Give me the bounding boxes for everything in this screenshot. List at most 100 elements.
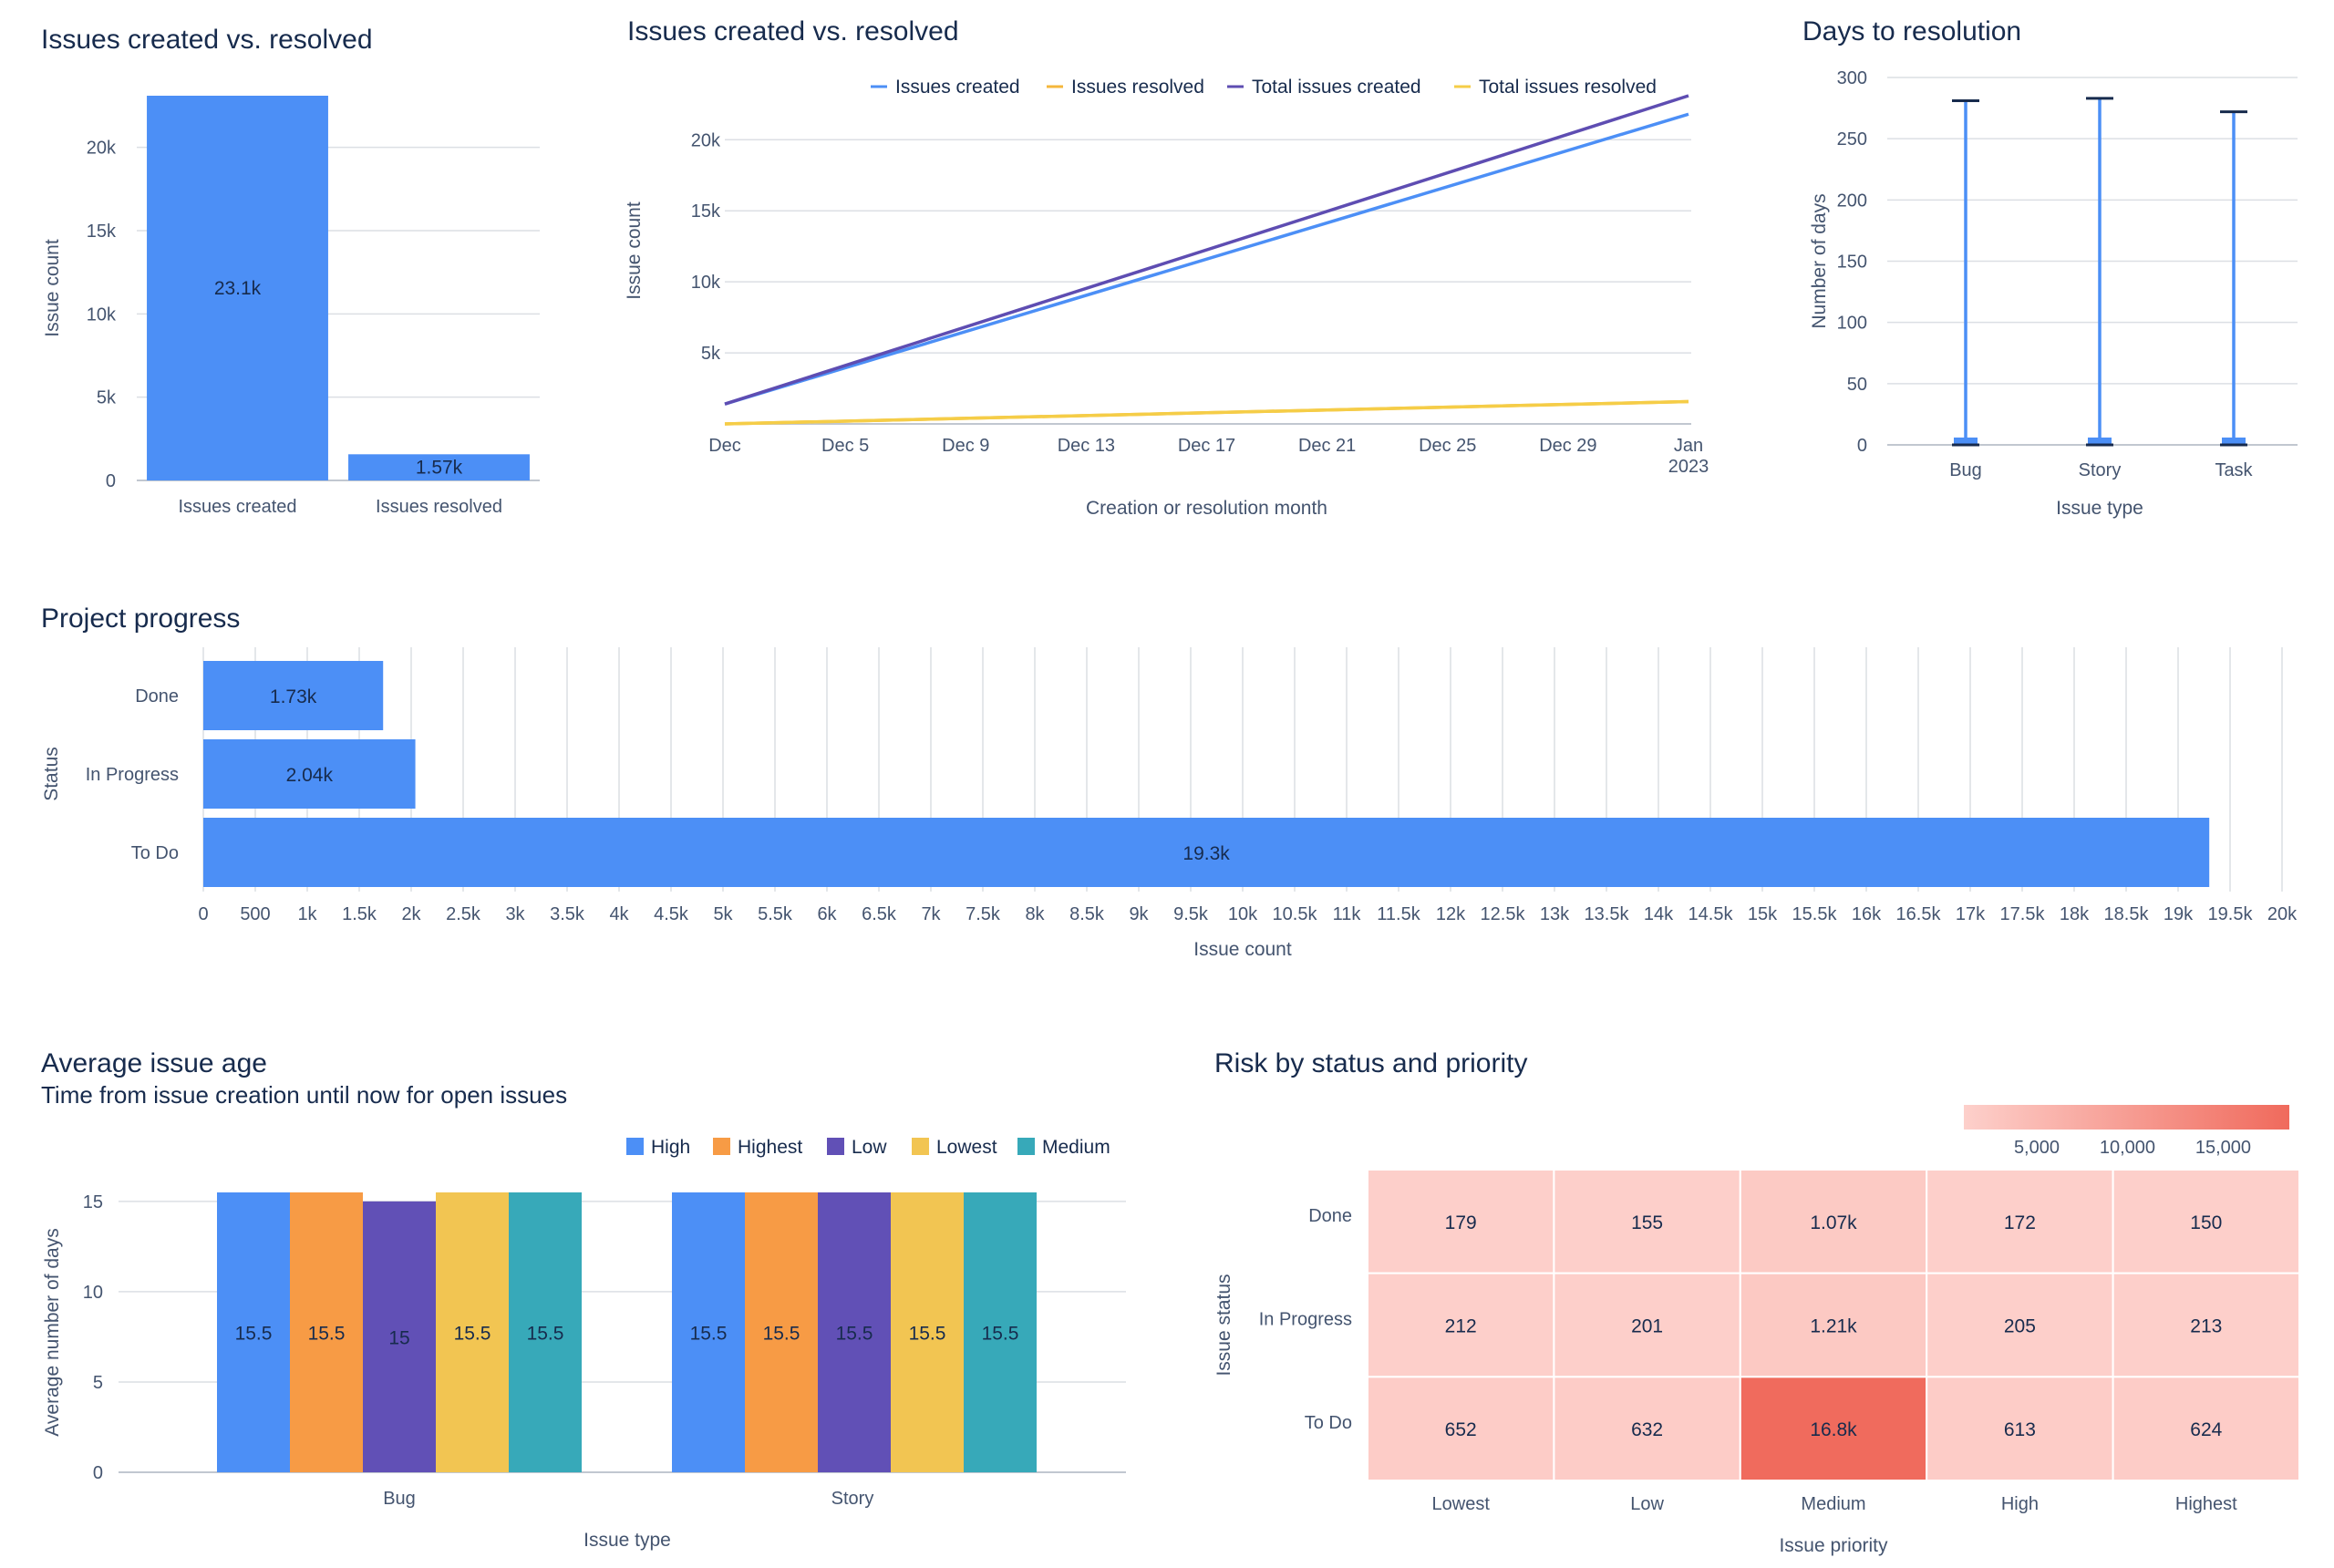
x-tick-label: 5.5k: [758, 904, 793, 924]
x-tick-label: 16k: [1852, 904, 1882, 924]
x-tick-label: Jan: [1674, 436, 1703, 456]
bar-data-label: 15.5: [982, 1324, 1019, 1345]
bar-data-label: 15.5: [235, 1324, 273, 1345]
chart-plot: 0 5 10 15 15.5 15.5 15 15.5 15.5 Bug 15.5 15.5 15.5 1…: [42, 1137, 1126, 1551]
bar-data-label: 15.5: [454, 1324, 491, 1345]
y-tick-label: 200: [1837, 191, 1867, 211]
x-tick-label: 17.5k: [2000, 904, 2046, 924]
series-line: [724, 94, 1689, 406]
bar: [745, 1192, 818, 1472]
x-tick-label: Dec 29: [1539, 436, 1596, 456]
scale-tick-label: 5,000: [2014, 1138, 2060, 1158]
x-tick-label: Dec 25: [1419, 436, 1476, 456]
x-axis-label: Issue type: [584, 1530, 671, 1551]
cell-data-label: 652: [1445, 1419, 1477, 1440]
heatmap-cell: [2112, 1376, 2300, 1482]
x-tick-label: 500: [240, 904, 270, 924]
bar: [964, 1192, 1037, 1472]
legend-swatch: [713, 1138, 730, 1155]
bar: [818, 1192, 891, 1472]
bar-data-label: 15.5: [527, 1324, 564, 1345]
x-tick-label: 13.5k: [1585, 904, 1630, 924]
cell-data-label: 212: [1445, 1316, 1477, 1337]
chart-title: Days to resolution: [1802, 16, 2022, 46]
bar-data-label: 1.57k: [416, 458, 463, 479]
legend-swatch: [827, 1138, 844, 1155]
x-tick-label: 18.5k: [2104, 904, 2150, 924]
chart-average-issue-age: Average issue age Time from issue creati…: [0, 1030, 1167, 1568]
chart-days-to-resolution: Days to resolution 0 50 100 150 200 250 300 Bug…: [1760, 0, 2334, 547]
bar: [672, 1192, 745, 1472]
cell-data-label: 624: [2190, 1419, 2222, 1440]
heatmap-cell: [1553, 1376, 1741, 1482]
x-axis-label: Creation or resolution month: [1086, 498, 1327, 519]
x-tick-label: 5k: [713, 904, 733, 924]
x-tick-label: 13k: [1540, 904, 1570, 924]
chart-subtitle: Time from issue creation until now for o…: [41, 1081, 568, 1109]
bar: [203, 818, 2210, 887]
bar-data-label: 2.04k: [286, 765, 334, 786]
legend-swatch: [1017, 1138, 1035, 1155]
x-tick-label: 2k: [401, 904, 421, 924]
x-tick-label: Medium: [1801, 1494, 1865, 1514]
y-axis-label: Status: [41, 747, 62, 801]
cell-data-label: 213: [2190, 1316, 2222, 1337]
x-tick-label: 9k: [1129, 904, 1149, 924]
x-tick-label: Story: [2079, 460, 2122, 480]
heatmap-cell: [2112, 1272, 2300, 1378]
x-tick-label: 15.5k: [1792, 904, 1838, 924]
heatmap-cell: [1553, 1169, 1741, 1274]
color-scale-bar: [1964, 1105, 2289, 1130]
x-tick-label: 11.5k: [1377, 904, 1420, 924]
cell-data-label: 205: [2004, 1316, 2036, 1337]
x-tick-label: 9.5k: [1173, 904, 1209, 924]
chart-title: Issues created vs. resolved: [41, 25, 373, 55]
bar: [203, 739, 416, 809]
x-tick-label: Bug: [383, 1489, 416, 1509]
chart-plot: 0 500 1k 1.5k 2k 2.5k 3k 3.5k 4k 4.5k 5k 5.5k 6k 6.5k…: [41, 647, 2298, 960]
y-tick-label: 10k: [691, 273, 721, 293]
box: [2222, 437, 2246, 445]
x-tick-label: Dec 21: [1298, 436, 1356, 456]
heatmap-cell: [1739, 1169, 1928, 1274]
y-tick-label: To Do: [1305, 1413, 1352, 1433]
y-tick-label: 250: [1837, 129, 1867, 150]
chart-plot: 179 155 1.07k 172 150 Done 212 201 1.21k 205 213 In…: [1213, 1105, 2300, 1556]
chart-risk-by-status-and-priority: Risk by status and priority 179 155 1.07k 1…: [1167, 1030, 2334, 1568]
x-tick-label: 12k: [1436, 904, 1466, 924]
x-tick-label: 16.5k: [1896, 904, 1942, 924]
cell-data-label: 155: [1631, 1212, 1663, 1233]
bar: [363, 1201, 436, 1472]
legend-label: Highest: [738, 1137, 802, 1158]
x-tick-label: 6.5k: [862, 904, 897, 924]
heatmap-cell: [1926, 1376, 2114, 1482]
x-tick-label: 14.5k: [1689, 904, 1734, 924]
x-tick-label: 12.5k: [1481, 904, 1526, 924]
heatmap-cell: [1367, 1272, 1555, 1378]
bar: [509, 1192, 582, 1472]
cell-data-label: 1.21k: [1810, 1316, 1857, 1337]
y-tick-label: 300: [1837, 68, 1867, 88]
heatmap-cell: [2112, 1169, 2300, 1274]
y-axis-label: Issue count: [42, 239, 63, 337]
x-tick-label: 3k: [505, 904, 525, 924]
y-tick-label: To Do: [131, 843, 179, 863]
bar: [217, 1192, 290, 1472]
cell-data-label: 172: [2004, 1212, 2036, 1233]
cell-data-label: 1.07k: [1810, 1212, 1857, 1233]
y-tick-label: 150: [1837, 253, 1867, 273]
legend-label: Issues created: [895, 77, 1020, 98]
chart-title: Risk by status and priority: [1214, 1048, 1528, 1078]
x-tick-label: 2.5k: [446, 904, 481, 924]
x-tick-label: 10k: [1228, 904, 1258, 924]
x-tick-label: Dec 9: [942, 436, 989, 456]
x-tick-label: Issues resolved: [376, 497, 502, 517]
x-tick-label: Lowest: [1432, 1494, 1491, 1514]
x-tick-label: 18k: [2060, 904, 2090, 924]
bar: [203, 661, 384, 730]
bar-data-label: 1.73k: [270, 686, 317, 707]
y-tick-label: 15: [83, 1192, 103, 1212]
x-tick-label: 0: [198, 904, 208, 924]
chart-project-progress: Project progress 0 500 1k 1.5k 2k 2.5k 3k 3.5k 4…: [0, 583, 2334, 994]
series-line: [724, 112, 1689, 406]
